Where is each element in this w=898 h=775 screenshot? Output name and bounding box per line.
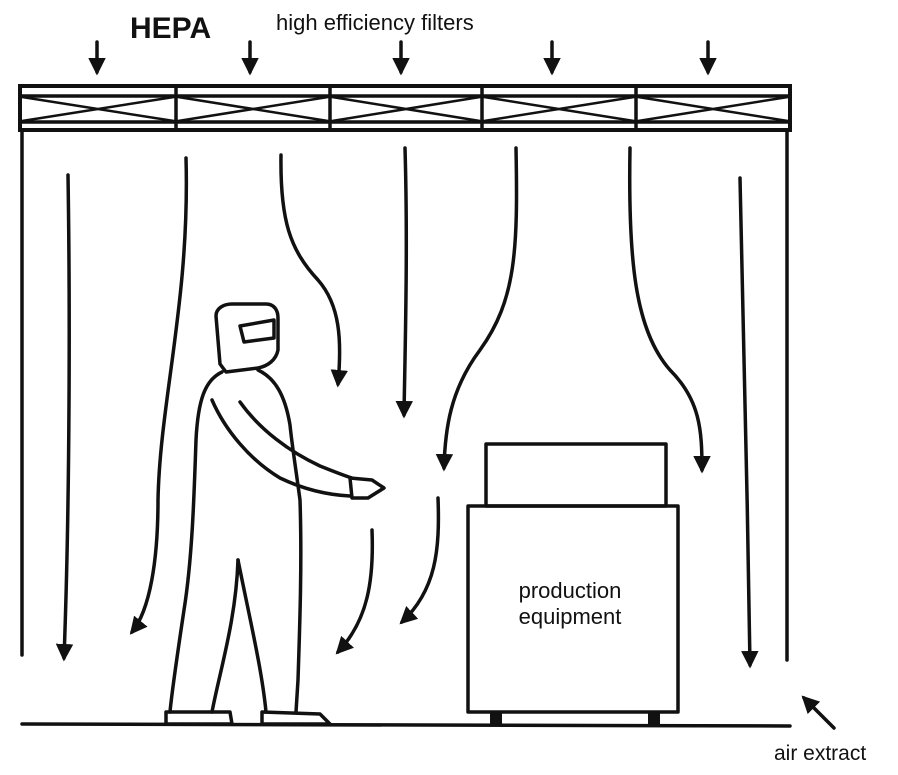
airflow-arrow: [395, 146, 413, 419]
airflow-arrow: [279, 153, 348, 388]
hepa-label: HEPA: [130, 12, 211, 45]
airflow-arrow: [335, 528, 375, 655]
operator-figure: [164, 302, 386, 726]
equipment-label-line1: production: [519, 578, 622, 603]
air-extract-arrow: [801, 695, 836, 730]
airflow-arrow: [738, 176, 759, 669]
room-walls: [20, 128, 789, 662]
equipment-label-line2: equipment: [519, 604, 622, 629]
airflow-arrow: [55, 173, 74, 662]
airflow-arrow: [627, 146, 711, 474]
floor-line: [20, 722, 792, 728]
airflow-arrow: [435, 146, 519, 472]
air-extract-label: air extract: [774, 742, 866, 765]
airflow-arrow: [129, 156, 189, 635]
hepa-filter-bank: [18, 84, 792, 132]
inflow-arrows: [88, 40, 717, 76]
filters-label: high efficiency filters: [276, 10, 474, 35]
airflow-arrow: [399, 496, 441, 625]
airflow-arrows: [55, 146, 759, 669]
production-equipment: production equipment: [466, 442, 680, 726]
